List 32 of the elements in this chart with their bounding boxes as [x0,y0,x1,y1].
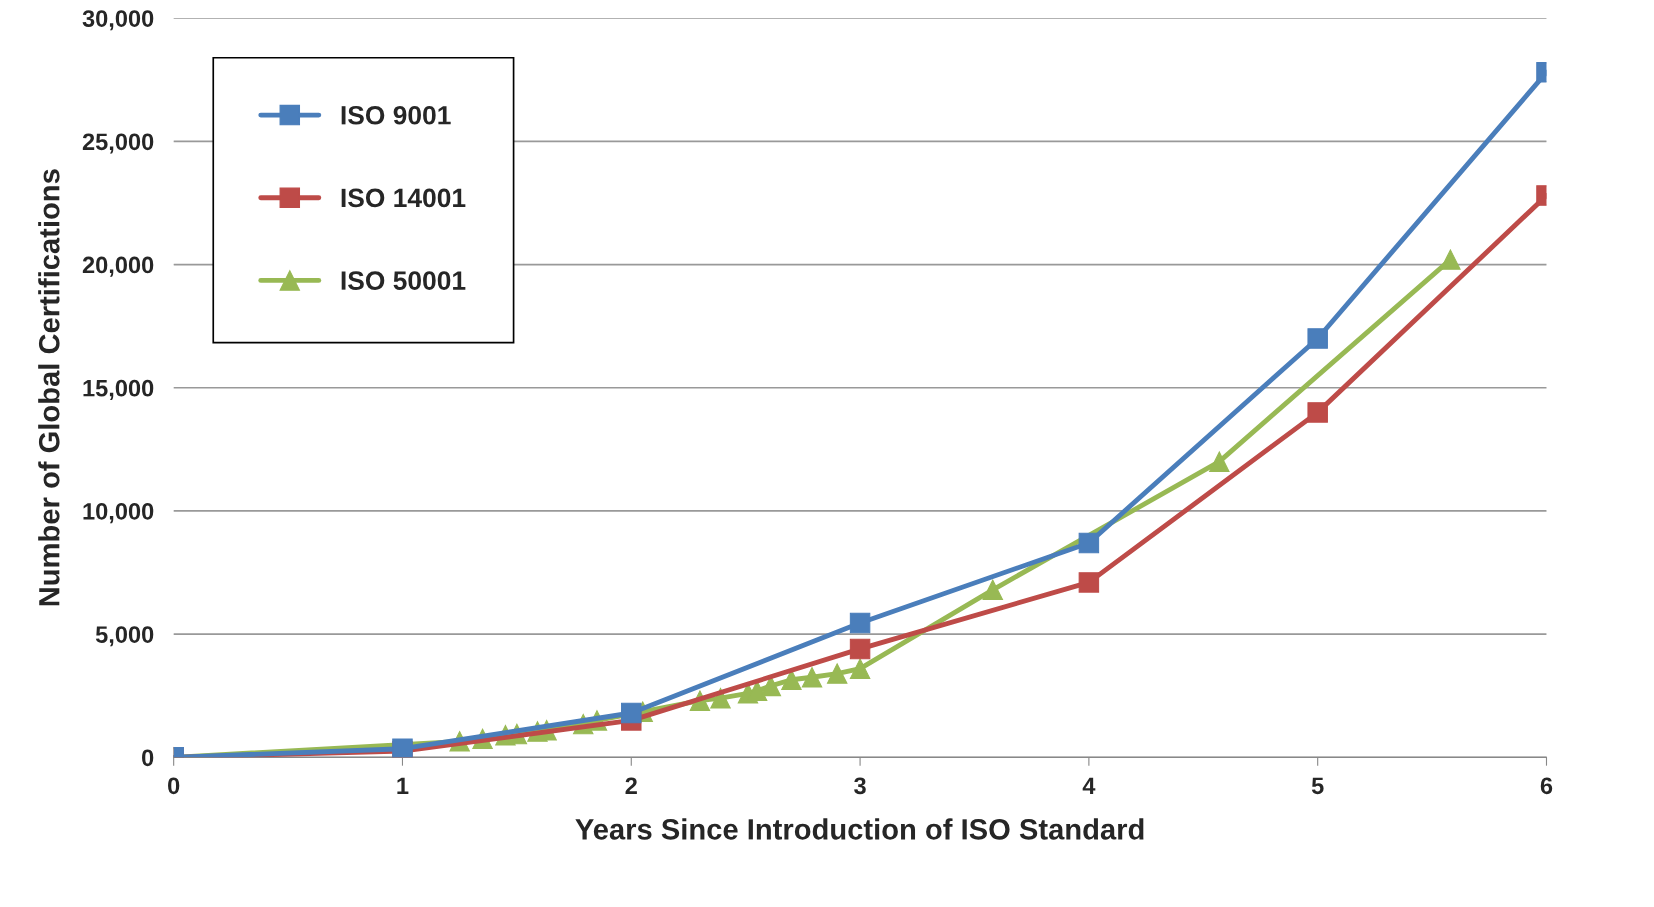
point [982,579,1004,601]
y-tick-label: 0 [142,749,154,767]
point [849,658,871,679]
point [826,663,848,684]
point [801,667,823,688]
x-tick-label: 5 [1311,777,1324,795]
legend-label: ISO 14001 [341,188,466,208]
legend-label: ISO 50001 [341,271,466,290]
y-tick-label: 25,000 [82,133,154,154]
point [1307,328,1328,349]
point [1209,451,1230,472]
point [1078,572,1100,593]
x-tick-label: 1 [397,777,409,794]
point [1078,532,1100,554]
x-tick-label: 4 [1082,777,1096,794]
y-tick-label: 30,000 [82,10,154,31]
x-tick-label: 2 [625,777,637,794]
x-tick-label: 3 [854,777,866,795]
point [1440,249,1461,270]
y-tick-label: 15,000 [83,379,154,400]
y-tick-label: 10,000 [83,503,154,524]
point [849,638,871,660]
y-tick-label: 5,000 [95,626,154,647]
point [621,702,642,724]
x-axis-title: Years Since Introduction of ISO Standard [575,818,1144,840]
point [849,612,871,634]
point [1307,402,1328,423]
x-tick-label: 6 [1540,777,1553,795]
x-tick-label: 0 [168,777,180,795]
legend-label: ISO 9001 [341,105,451,125]
y-axis-title: Number of Global Certifications [38,169,60,606]
y-tick-label: 20,000 [82,256,154,277]
